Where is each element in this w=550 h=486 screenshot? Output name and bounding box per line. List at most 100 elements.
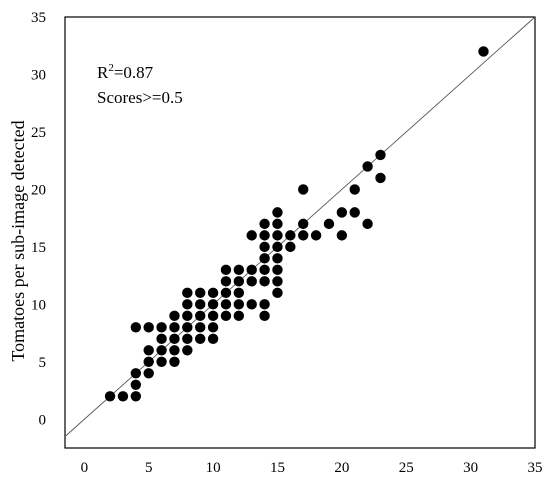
- x-tick-label: 15: [270, 460, 285, 476]
- data-point: [259, 218, 270, 230]
- data-point: [169, 333, 180, 345]
- data-point: [195, 287, 206, 299]
- data-point: [272, 241, 283, 253]
- data-point: [362, 161, 373, 172]
- y-tick-label: 10: [31, 297, 46, 313]
- data-point: [130, 368, 142, 379]
- data-point: [195, 299, 206, 310]
- data-point: [182, 310, 193, 322]
- data-point: [375, 149, 386, 161]
- data-point: [207, 287, 219, 299]
- data-point: [285, 230, 296, 241]
- data-point: [156, 345, 167, 356]
- x-tick-label: 10: [206, 460, 221, 476]
- data-point: [298, 218, 309, 230]
- score-threshold-annotation: Scores>=0.5: [97, 88, 183, 107]
- data-point: [259, 264, 270, 276]
- data-point: [207, 310, 219, 322]
- y-axis-ticks: 0 5 10 15 20 25 30 35: [31, 10, 46, 428]
- data-point: [143, 322, 154, 333]
- data-point: [195, 310, 206, 322]
- x-axis-ticks: 0 5 10 15 20 25 30 35: [81, 460, 543, 476]
- y-tick-label: 5: [39, 355, 47, 371]
- x-tick-label: 25: [399, 460, 414, 476]
- data-point: [220, 276, 232, 287]
- data-point: [233, 310, 245, 322]
- data-point: [272, 264, 283, 276]
- y-tick-label: 15: [31, 240, 46, 256]
- plot-area: [64, 16, 536, 449]
- data-point: [323, 218, 335, 230]
- data-point: [246, 276, 257, 287]
- r-squared-annotation: R2=0.87: [97, 62, 154, 82]
- y-axis-label: Tomatoes per sub-image detected: [8, 120, 28, 361]
- data-point: [272, 230, 283, 241]
- data-point: [182, 299, 193, 310]
- data-point: [272, 287, 283, 299]
- plot-frame: [64, 16, 536, 449]
- y-tick-label: 35: [31, 10, 46, 26]
- y-tick-label: 0: [39, 412, 47, 428]
- data-point: [375, 172, 386, 184]
- data-point: [143, 356, 154, 367]
- data-point: [285, 241, 296, 253]
- x-tick-label: 35: [528, 460, 543, 476]
- data-point: [259, 253, 270, 264]
- data-point: [156, 333, 167, 345]
- data-point: [207, 299, 219, 310]
- x-tick-label: 5: [145, 460, 153, 476]
- data-point: [336, 230, 348, 241]
- y-tick-label: 20: [31, 182, 46, 198]
- data-point: [130, 391, 142, 402]
- data-point: [220, 264, 232, 276]
- data-point: [259, 310, 270, 322]
- data-point: [259, 241, 270, 253]
- data-point: [169, 310, 180, 322]
- data-point: [182, 287, 193, 299]
- data-point: [169, 356, 180, 367]
- data-point: [182, 322, 193, 333]
- data-point: [298, 184, 309, 195]
- y-tick-label: 30: [31, 67, 46, 83]
- data-point: [104, 391, 116, 402]
- data-point: [169, 345, 180, 356]
- data-point: [195, 322, 206, 333]
- data-point: [272, 253, 283, 264]
- data-point: [310, 230, 322, 241]
- data-point: [143, 345, 154, 356]
- data-point: [259, 230, 270, 241]
- data-point: [207, 333, 219, 345]
- data-point: [272, 218, 283, 230]
- data-point: [336, 207, 348, 218]
- data-point: [182, 345, 193, 356]
- data-point: [233, 287, 245, 299]
- data-point: [207, 322, 219, 333]
- data-point: [349, 207, 360, 218]
- x-tick-label: 0: [81, 460, 89, 476]
- data-point: [362, 218, 373, 230]
- data-point: [169, 322, 180, 333]
- data-point: [117, 391, 129, 402]
- data-point: [272, 276, 283, 287]
- data-point: [272, 207, 283, 218]
- data-point: [182, 333, 193, 345]
- x-tick-label: 30: [463, 460, 478, 476]
- data-point: [259, 276, 270, 287]
- data-point: [246, 264, 257, 276]
- data-point: [233, 264, 245, 276]
- y-tick-label: 25: [31, 125, 46, 141]
- data-point: [130, 322, 142, 333]
- data-point: [259, 299, 270, 310]
- data-points: [104, 46, 489, 402]
- data-point: [478, 46, 489, 57]
- data-point: [298, 230, 309, 241]
- data-point: [143, 368, 154, 379]
- data-point: [246, 230, 257, 241]
- data-point: [156, 356, 167, 367]
- data-point: [349, 184, 360, 195]
- data-point: [156, 322, 167, 333]
- data-point: [220, 310, 232, 322]
- data-point: [246, 299, 257, 310]
- data-point: [220, 299, 232, 310]
